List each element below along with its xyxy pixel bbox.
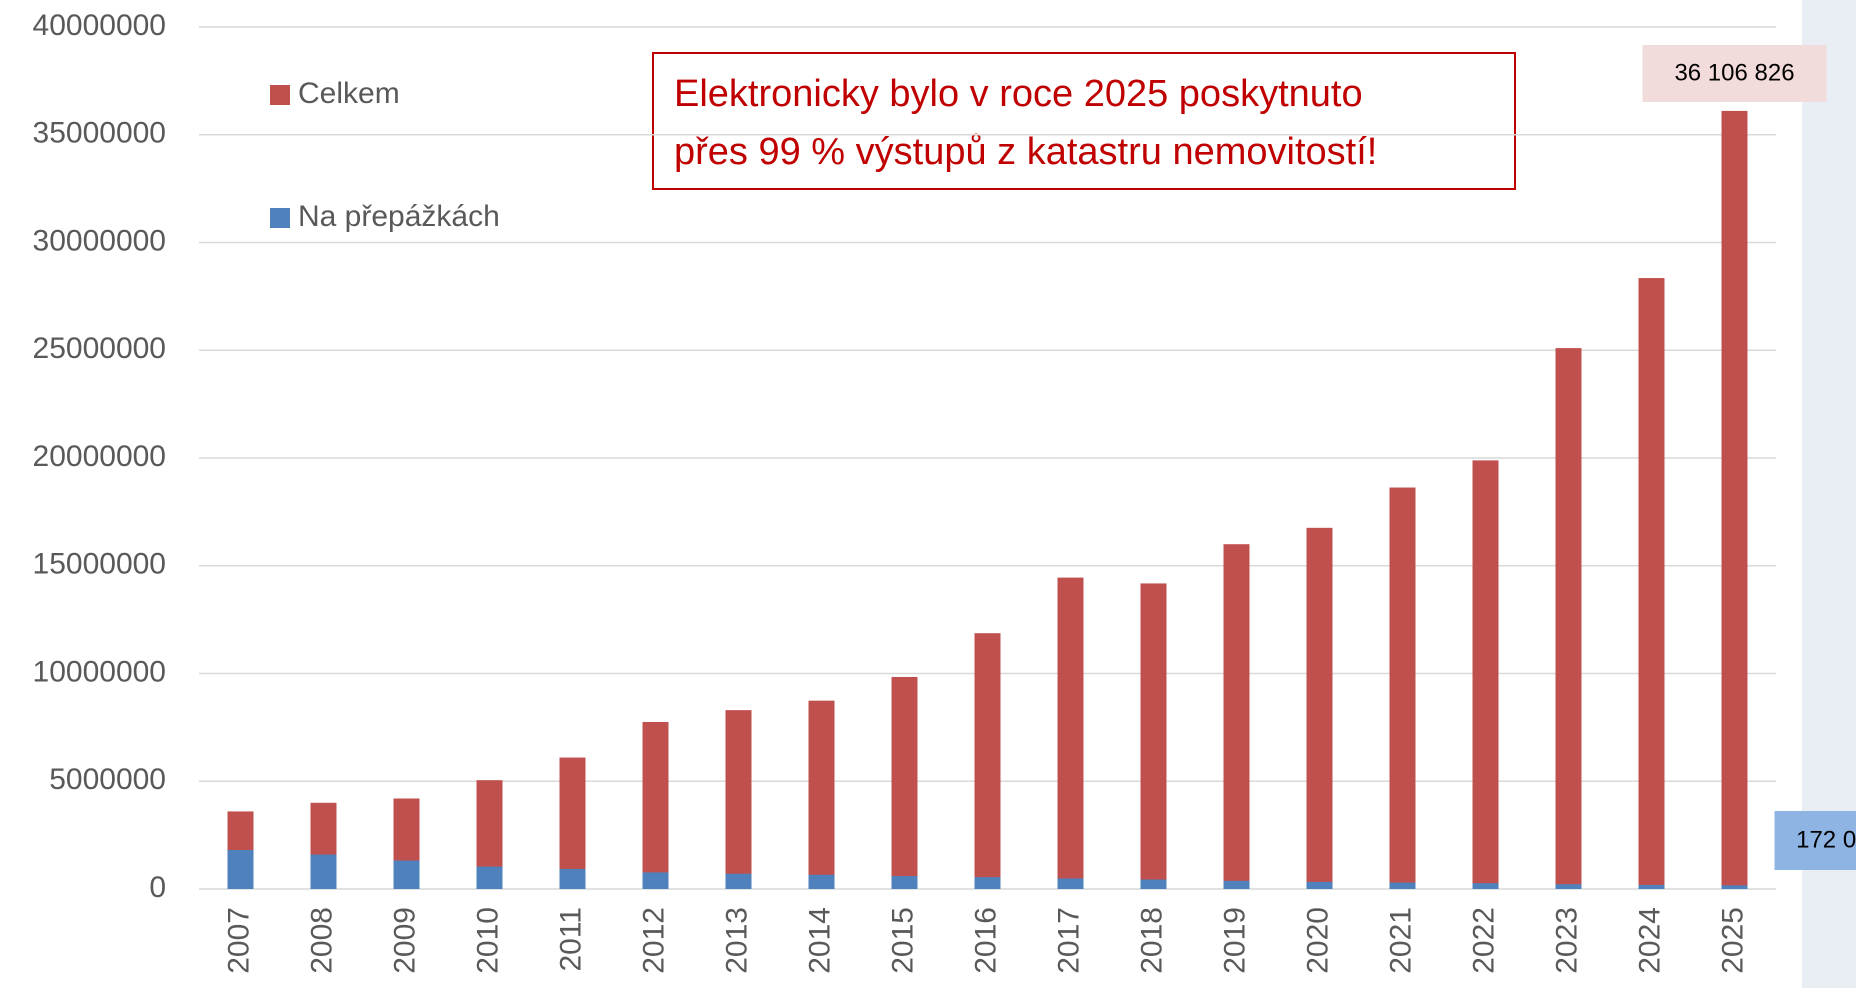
x-tick-label: 2009 xyxy=(388,907,421,974)
bar xyxy=(974,877,1001,889)
legend-label: Celkem xyxy=(298,77,400,110)
bar xyxy=(476,866,503,889)
bar xyxy=(1638,884,1665,889)
bar xyxy=(559,757,586,889)
x-tick-label: 2015 xyxy=(886,907,919,974)
y-tick-label: 5000000 xyxy=(49,763,166,796)
bar xyxy=(725,710,752,889)
legend-swatch xyxy=(270,85,290,105)
bar xyxy=(559,868,586,889)
bar xyxy=(725,873,752,889)
legend-swatch xyxy=(270,208,290,228)
legend-label: Na přepážkách xyxy=(298,200,500,233)
annotation: Elektronicky bylo v roce 2025 poskytnuto xyxy=(674,73,1363,115)
bar xyxy=(227,849,254,889)
x-tick-label: 2017 xyxy=(1052,907,1085,974)
y-tick-label: 25000000 xyxy=(33,332,166,365)
x-tick-label: 2012 xyxy=(637,907,670,974)
annotation: přes 99 % výstupů z katastru nemovitostí… xyxy=(674,131,1377,173)
x-tick-label: 2011 xyxy=(554,907,587,972)
bar xyxy=(1389,882,1416,889)
y-tick-label: 10000000 xyxy=(33,655,166,688)
bar xyxy=(1306,881,1333,889)
x-tick-label: 2024 xyxy=(1633,907,1666,974)
value-label: 172 096 xyxy=(1796,826,1856,853)
bar xyxy=(1223,880,1250,889)
bar xyxy=(1555,348,1582,890)
y-tick-label: 20000000 xyxy=(33,440,166,473)
x-tick-label: 2025 xyxy=(1716,907,1749,974)
value-label-box xyxy=(1774,811,1856,870)
bar xyxy=(891,876,918,889)
x-tick-label: 2023 xyxy=(1550,907,1583,974)
bar xyxy=(393,860,420,889)
bar xyxy=(1140,583,1167,889)
bar xyxy=(1389,487,1416,889)
bar xyxy=(1306,527,1333,889)
value-label: 36 106 826 xyxy=(1674,59,1794,86)
annotation-box xyxy=(652,52,1516,190)
x-tick-label: 2008 xyxy=(305,907,338,974)
bar xyxy=(1140,879,1167,889)
x-tick-label: 2016 xyxy=(969,907,1002,974)
x-tick-label: 2022 xyxy=(1467,907,1500,974)
x-tick-label: 2019 xyxy=(1218,907,1251,974)
bar xyxy=(1057,878,1084,889)
bar xyxy=(1057,577,1084,889)
bar xyxy=(642,721,669,889)
y-tick-label: 35000000 xyxy=(33,117,166,150)
bar xyxy=(891,676,918,889)
bar xyxy=(1472,883,1499,889)
bar xyxy=(808,874,835,889)
bar xyxy=(974,633,1001,889)
bar xyxy=(1555,884,1582,889)
bar xyxy=(808,700,835,889)
x-tick-label: 2010 xyxy=(471,907,504,974)
x-tick-label: 2020 xyxy=(1301,907,1334,974)
bar xyxy=(1721,885,1748,889)
bar xyxy=(642,872,669,889)
x-tick-label: 2021 xyxy=(1384,907,1417,974)
y-tick-label: 0 xyxy=(149,871,166,904)
bar xyxy=(1223,544,1250,889)
x-tick-label: 2013 xyxy=(720,907,753,974)
value-label-box xyxy=(1642,45,1827,102)
bar xyxy=(310,854,337,889)
y-tick-label: 15000000 xyxy=(33,548,166,581)
x-tick-label: 2018 xyxy=(1135,907,1168,974)
x-tick-label: 2007 xyxy=(222,907,255,974)
bar xyxy=(1638,278,1665,889)
x-tick-label: 2014 xyxy=(803,907,836,974)
bar xyxy=(1721,110,1748,890)
y-tick-label: 30000000 xyxy=(33,224,166,257)
bar xyxy=(1472,460,1499,889)
y-tick-label: 40000000 xyxy=(33,9,166,42)
